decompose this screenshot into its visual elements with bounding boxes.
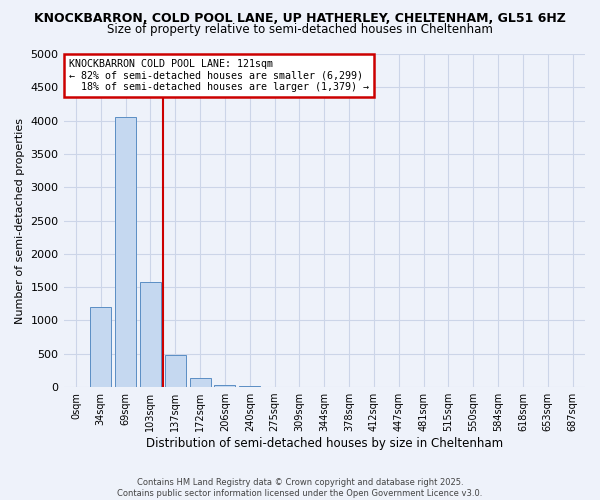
Text: KNOCKBARRON, COLD POOL LANE, UP HATHERLEY, CHELTENHAM, GL51 6HZ: KNOCKBARRON, COLD POOL LANE, UP HATHERLE… (34, 12, 566, 26)
Bar (90, 307, 112, 387)
Text: Size of property relative to semi-detached houses in Cheltenham: Size of property relative to semi-detach… (107, 22, 493, 36)
Bar (190, 378, 211, 387)
Bar (165, 355, 186, 387)
Text: Contains HM Land Registry data © Crown copyright and database right 2025.
Contai: Contains HM Land Registry data © Crown c… (118, 478, 482, 498)
X-axis label: Distribution of semi-detached houses by size in Cheltenham: Distribution of semi-detached houses by … (146, 437, 503, 450)
Bar (214, 385, 235, 387)
Bar (115, 118, 136, 387)
Bar (140, 282, 161, 387)
Y-axis label: Number of semi-detached properties: Number of semi-detached properties (15, 118, 25, 324)
Text: KNOCKBARRON COLD POOL LANE: 121sqm
← 82% of semi-detached houses are smaller (6,: KNOCKBARRON COLD POOL LANE: 121sqm ← 82%… (69, 59, 369, 92)
Bar (239, 386, 260, 387)
